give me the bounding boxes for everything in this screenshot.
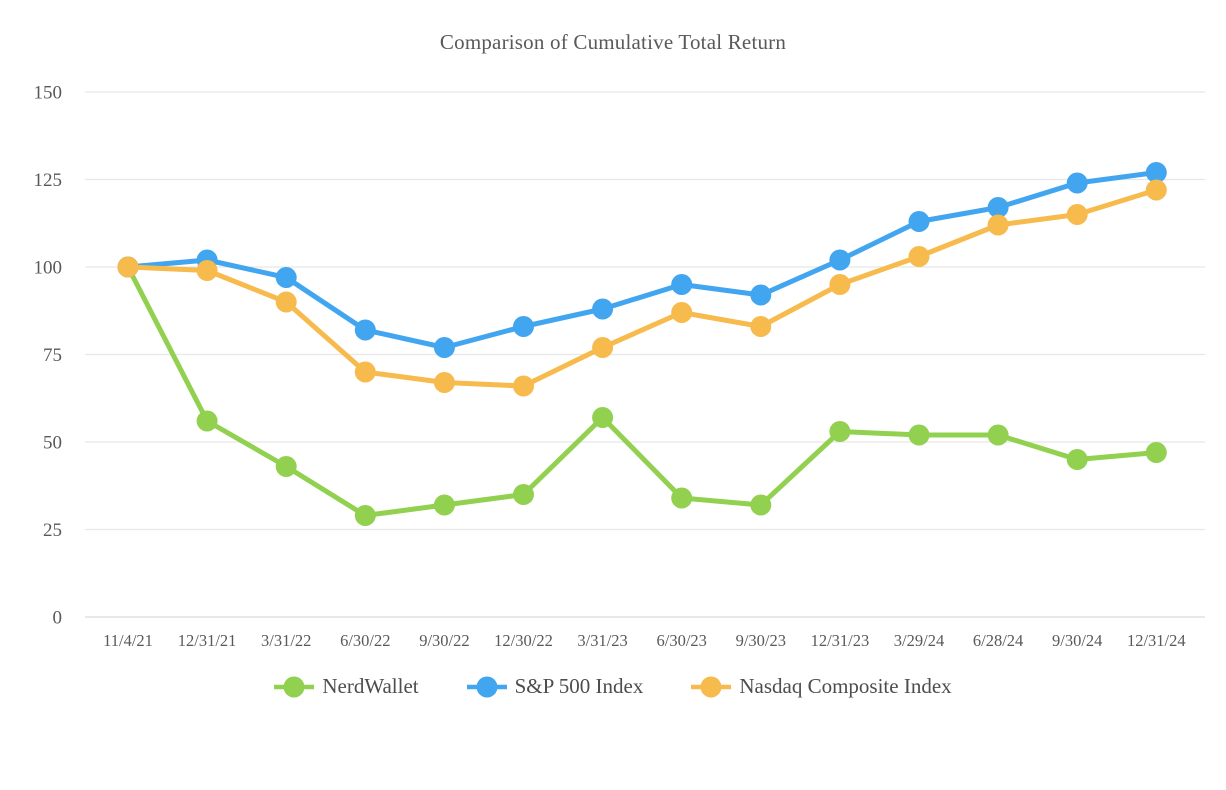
x-tick-label-10: 3/29/24 — [894, 631, 944, 650]
data-point-nasdaq-composite-index-0 — [117, 256, 139, 278]
data-point-nerdwallet-4 — [433, 494, 455, 516]
data-point-s-p-500-index-13 — [1145, 162, 1167, 183]
data-point-nasdaq-composite-index-8 — [750, 316, 772, 337]
data-point-nerdwallet-2 — [275, 456, 297, 477]
data-point-nasdaq-composite-index-2 — [275, 291, 297, 313]
data-point-nerdwallet-1 — [196, 410, 218, 432]
data-point-nasdaq-composite-index-13 — [1145, 179, 1167, 201]
data-point-nerdwallet-3 — [354, 505, 376, 526]
data-point-s-p-500-index-9 — [829, 249, 851, 271]
data-point-nerdwallet-7 — [671, 487, 693, 509]
data-point-nerdwallet-12 — [1066, 449, 1088, 470]
data-point-nerdwallet-11 — [987, 424, 1009, 446]
x-tick-label-2: 3/31/22 — [261, 631, 311, 650]
data-point-nasdaq-composite-index-3 — [354, 361, 376, 383]
data-point-nasdaq-composite-index-6 — [592, 337, 614, 358]
legend-item-nasdaq-composite-index: Nasdaq Composite Index — [691, 674, 952, 699]
series-line-nasdaq-composite-index — [125, 187, 1159, 389]
data-point-s-p-500-index-7 — [671, 274, 693, 295]
data-point-nasdaq-composite-index-1 — [196, 260, 218, 281]
series-line-s-p-500-index — [125, 170, 1159, 350]
data-point-nerdwallet-6 — [592, 407, 614, 428]
legend-item-s-p-500-index: S&P 500 Index — [466, 674, 644, 699]
data-point-nasdaq-composite-index-10 — [908, 246, 930, 267]
data-point-s-p-500-index-11 — [987, 197, 1009, 218]
legend-line-marker-icon — [466, 676, 507, 697]
data-point-s-p-500-index-6 — [592, 298, 614, 320]
x-tick-label-13: 12/31/24 — [1127, 631, 1186, 650]
y-tick-label-75: 75 — [43, 345, 62, 366]
data-point-s-p-500-index-10 — [908, 211, 930, 232]
x-tick-label-7: 6/30/23 — [656, 631, 706, 650]
x-tick-label-6: 3/31/23 — [577, 631, 627, 650]
data-point-s-p-500-index-3 — [354, 319, 376, 341]
data-point-nasdaq-composite-index-9 — [829, 274, 851, 295]
data-point-s-p-500-index-5 — [513, 316, 534, 337]
data-point-nasdaq-composite-index-11 — [987, 214, 1009, 236]
data-point-nasdaq-composite-index-4 — [433, 372, 455, 393]
y-tick-label-125: 125 — [34, 170, 63, 191]
y-tick-label-0: 0 — [53, 608, 63, 629]
legend-line-marker-icon — [274, 676, 315, 697]
chart-title: Comparison of Cumulative Total Return — [439, 30, 787, 54]
data-point-nerdwallet-9 — [829, 421, 851, 442]
y-tick-label-50: 50 — [43, 433, 62, 454]
data-point-s-p-500-index-12 — [1066, 172, 1088, 194]
legend-item-nerdwallet: NerdWallet — [274, 674, 419, 699]
x-tick-label-11: 6/28/24 — [973, 631, 1023, 650]
data-point-nerdwallet-5 — [513, 484, 534, 505]
data-point-nasdaq-composite-index-5 — [513, 375, 534, 397]
y-tick-label-150: 150 — [34, 83, 63, 104]
data-point-nerdwallet-10 — [908, 424, 930, 446]
y-tick-label-100: 100 — [34, 258, 63, 279]
x-tick-label-5: 12/30/22 — [494, 631, 553, 650]
legend-label-nasdaq-composite-index: Nasdaq Composite Index — [739, 674, 952, 698]
data-point-nerdwallet-13 — [1145, 442, 1167, 463]
y-tick-label-25: 25 — [43, 520, 62, 541]
x-tick-label-0: 11/4/21 — [103, 631, 153, 650]
data-point-s-p-500-index-2 — [275, 267, 297, 288]
x-tick-label-3: 6/30/22 — [340, 631, 390, 650]
x-tick-label-9: 12/31/23 — [811, 631, 870, 650]
cumulative-return-line-chart: 0 25 50 75 100 125 150 11/4/21 12/31/21 3/31/22 6/… — [34, 83, 1205, 650]
legend-label-nerdwallet: NerdWallet — [322, 674, 419, 698]
data-point-nasdaq-composite-index-12 — [1066, 204, 1088, 225]
x-tick-label-4: 9/30/22 — [419, 631, 469, 650]
x-tick-label-1: 12/31/21 — [178, 631, 237, 650]
chart-page: Comparison of Cumulative Total Return 0 2… — [0, 30, 1226, 790]
x-tick-label-12: 9/30/24 — [1052, 631, 1102, 650]
legend-line-marker-icon — [691, 676, 732, 697]
series-line-nerdwallet — [125, 264, 1159, 518]
data-point-s-p-500-index-4 — [433, 337, 455, 358]
chart-legend: NerdWallet S&P 500 Index Nasdaq Composite … — [0, 674, 1226, 699]
data-point-nasdaq-composite-index-7 — [671, 302, 693, 323]
data-point-s-p-500-index-8 — [750, 284, 772, 306]
data-point-nerdwallet-8 — [750, 494, 772, 516]
x-tick-label-8: 9/30/23 — [736, 631, 786, 650]
legend-label-s-p-500-index: S&P 500 Index — [514, 674, 644, 698]
